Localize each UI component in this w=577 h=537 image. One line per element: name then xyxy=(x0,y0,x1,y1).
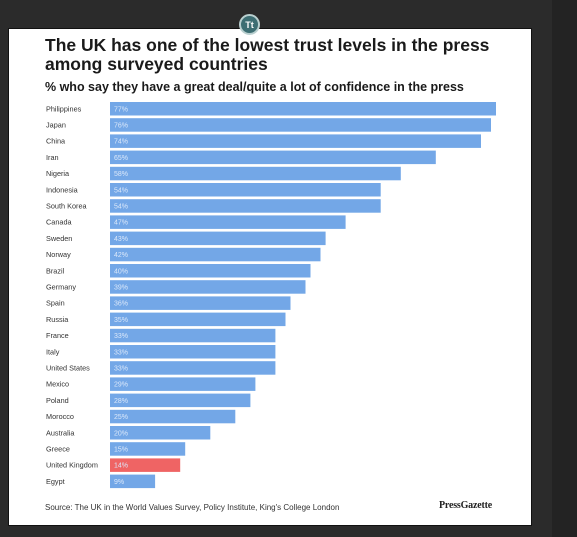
category-label-australia: Australia xyxy=(46,428,75,437)
brand-logo: PressGazette xyxy=(439,500,492,511)
value-label-philippines: 77% xyxy=(114,106,128,113)
bar-indonesia xyxy=(110,183,381,197)
text-tool-icon[interactable]: Tt xyxy=(239,14,260,35)
value-label-south-korea: 54% xyxy=(114,203,128,210)
category-label-germany: Germany xyxy=(46,282,76,291)
bar-chart: Philippines 77% Japan 76% China 74% Iran 65% Nig… xyxy=(46,102,496,489)
chart-title: The UK has one of the lowest trust level… xyxy=(45,35,490,74)
value-label-china: 74% xyxy=(114,139,128,146)
category-label-brazil: Brazil xyxy=(46,266,65,275)
category-label-russia: Russia xyxy=(46,315,69,324)
source-note: Source: The UK in the World Values Surve… xyxy=(45,503,340,512)
value-label-australia: 20% xyxy=(114,430,128,437)
bar-canada xyxy=(110,215,346,229)
bar-poland xyxy=(110,393,251,408)
category-label-nigeria: Nigeria xyxy=(46,169,70,178)
bar-russia xyxy=(110,312,286,327)
category-label-norway: Norway xyxy=(46,250,71,259)
bar-egypt xyxy=(110,474,156,489)
bar-greece xyxy=(110,442,186,456)
value-label-egypt: 9% xyxy=(114,479,124,486)
value-label-brazil: 40% xyxy=(114,268,128,275)
category-label-egypt: Egypt xyxy=(46,477,65,486)
bar-japan xyxy=(110,118,491,132)
value-label-sweden: 43% xyxy=(114,236,128,243)
bar-france xyxy=(110,328,276,343)
chart-subtitle: % who say they have a great deal/quite a… xyxy=(45,80,464,94)
bar-south-korea xyxy=(110,199,381,213)
bar-iran xyxy=(110,150,436,165)
bar-brazil xyxy=(110,264,311,278)
category-label-spain: Spain xyxy=(46,299,65,308)
category-label-indonesia: Indonesia xyxy=(46,185,79,194)
bar-united-kingdom xyxy=(110,458,181,472)
value-label-morocco: 25% xyxy=(114,414,128,421)
bar-nigeria xyxy=(110,166,401,181)
category-label-greece: Greece xyxy=(46,444,70,453)
category-label-iran: Iran xyxy=(46,153,59,162)
bar-china xyxy=(110,134,481,148)
value-label-united-kingdom: 14% xyxy=(114,463,128,470)
background-frame xyxy=(552,0,577,537)
value-label-japan: 76% xyxy=(114,122,128,129)
value-label-france: 33% xyxy=(114,333,128,340)
value-label-russia: 35% xyxy=(114,317,128,324)
category-label-south-korea: South Korea xyxy=(46,201,88,210)
bar-australia xyxy=(110,426,211,440)
category-label-sweden: Sweden xyxy=(46,234,72,243)
value-label-greece: 15% xyxy=(114,446,128,453)
bar-germany xyxy=(110,280,306,294)
value-label-nigeria: 58% xyxy=(114,171,128,178)
value-label-united-states: 33% xyxy=(114,365,128,372)
chart-card: The UK has one of the lowest trust level… xyxy=(8,28,532,526)
category-label-morocco: Morocco xyxy=(46,412,74,421)
category-label-japan: Japan xyxy=(46,120,66,129)
category-label-poland: Poland xyxy=(46,396,69,405)
value-label-mexico: 29% xyxy=(114,382,128,389)
bar-united-states xyxy=(110,361,276,375)
category-label-italy: Italy xyxy=(46,347,60,356)
category-label-philippines: Philippines xyxy=(46,104,82,113)
category-label-canada: Canada xyxy=(46,218,73,227)
value-label-iran: 65% xyxy=(114,155,128,162)
bar-mexico xyxy=(110,377,256,391)
value-label-poland: 28% xyxy=(114,398,128,405)
category-label-united-kingdom: United Kingdom xyxy=(46,461,98,470)
bar-morocco xyxy=(110,409,236,424)
value-label-germany: 39% xyxy=(114,284,128,291)
value-label-canada: 47% xyxy=(114,220,128,227)
category-label-china: China xyxy=(46,137,66,146)
value-label-italy: 33% xyxy=(114,349,128,356)
category-label-united-states: United States xyxy=(46,363,90,372)
bar-italy xyxy=(110,345,276,359)
value-label-spain: 36% xyxy=(114,301,128,308)
bar-philippines xyxy=(110,102,496,116)
bar-sweden xyxy=(110,231,326,246)
bar-norway xyxy=(110,247,321,262)
value-label-indonesia: 54% xyxy=(114,187,128,194)
category-label-mexico: Mexico xyxy=(46,380,69,389)
value-label-norway: 42% xyxy=(114,252,128,259)
bar-spain xyxy=(110,296,291,310)
category-label-france: France xyxy=(46,331,69,340)
